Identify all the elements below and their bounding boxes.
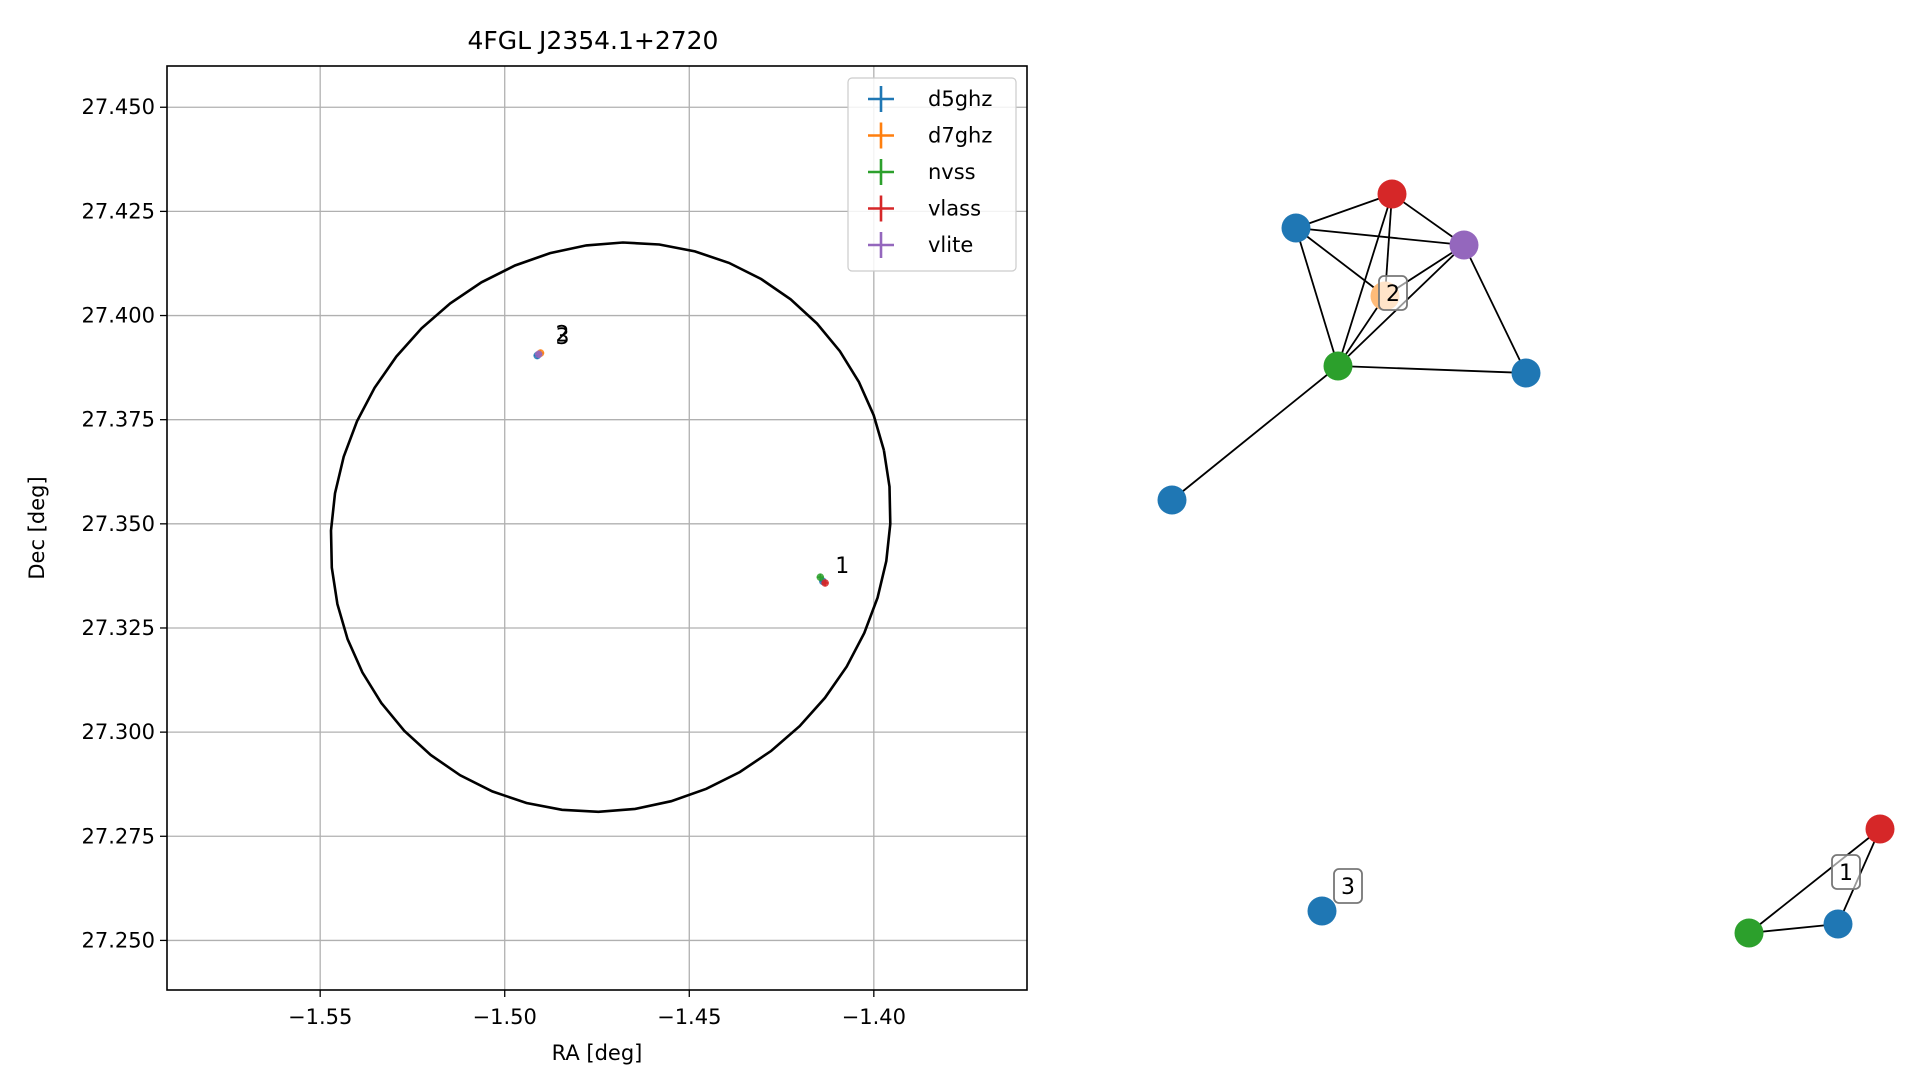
data-point-vlite [534, 350, 543, 359]
scatter-plot: 4FGL J2354.1+2720 123 −1.55 −1.50 −1.45 −1.… [25, 26, 1028, 1065]
graph-group-label: 2 [1386, 282, 1400, 307]
x-tick-label: −1.50 [473, 1005, 537, 1029]
y-tick-label: 27.450 [82, 95, 155, 119]
graph-edge [1295, 227, 1339, 367]
graph-node-d5ghz [1307, 896, 1337, 926]
graph-node-nvss [1323, 351, 1353, 381]
x-tick-label: −1.45 [657, 1005, 721, 1029]
y-tick-label: 27.275 [82, 824, 155, 848]
graph-group-label: 1 [1839, 861, 1853, 886]
graph-node-vlite [1449, 230, 1479, 260]
plot-frame [166, 65, 1028, 991]
y-tick-label: 27.350 [82, 512, 155, 536]
y-tick-label: 27.375 [82, 408, 155, 432]
graph-edges [1171, 193, 1881, 934]
legend: d5ghz d7ghz nvss vlass vlite [847, 77, 1017, 272]
y-tick-label: 27.300 [82, 720, 155, 744]
legend-label: vlite [928, 233, 973, 257]
graph-node-d5ghz [1281, 213, 1311, 243]
graph-group-label-box [1333, 868, 1363, 904]
x-tick-label: −1.40 [842, 1005, 906, 1029]
match-graph: 2 3 1 [1157, 179, 1895, 948]
graph-node-d5ghz [1157, 485, 1187, 515]
y-tick-label: 27.400 [82, 304, 155, 328]
data-point-vlass [821, 579, 829, 587]
point-annotation: 2 [555, 323, 569, 348]
graph-edge [1463, 244, 1527, 374]
graph-edge [1295, 227, 1465, 246]
legend-box [847, 77, 1017, 272]
axis-ticks: −1.55 −1.50 −1.45 −1.40 27.250 27.275 27.300 27… [82, 95, 906, 1029]
graph-group-label: 3 [1341, 875, 1355, 900]
data-point-nvss [816, 573, 825, 581]
data-points [533, 349, 829, 587]
graph-edge [1337, 193, 1393, 367]
x-axis-label: RA [deg] [552, 1041, 643, 1065]
graph-node-nvss [1734, 918, 1764, 948]
chart-title: 4FGL J2354.1+2720 [468, 26, 719, 55]
graph-nodes [1157, 179, 1895, 948]
point-annotations: 1 23 [555, 323, 849, 580]
legend-label: vlass [928, 197, 981, 221]
graph-edge [1171, 365, 1339, 501]
y-tick-label: 27.250 [82, 928, 155, 952]
y-tick-label: 27.425 [82, 199, 155, 223]
x-tick-label: −1.55 [288, 1005, 352, 1029]
point-annotation: 1 [835, 554, 849, 579]
y-axis-label: Dec [deg] [25, 476, 49, 579]
graph-edge [1391, 193, 1465, 246]
legend-label: d5ghz [928, 87, 992, 111]
graph-edge [1748, 923, 1839, 934]
legend-label: nvss [928, 160, 976, 184]
graph-node-d5ghz [1511, 358, 1541, 388]
y-tick-label: 27.325 [82, 616, 155, 640]
graph-node-d5ghz [1823, 909, 1853, 939]
legend-label: d7ghz [928, 124, 992, 148]
graph-group-labels: 2 3 1 [1333, 275, 1861, 904]
localization-ellipse [329, 241, 892, 814]
graph-edge [1295, 227, 1386, 297]
graph-node-vlass [1865, 814, 1895, 844]
graph-edge [1337, 365, 1527, 374]
point-annotation: 3 [555, 325, 569, 350]
graph-group-label-box [1378, 275, 1408, 311]
localization-ellipse-layer [329, 241, 892, 814]
graph-edge [1748, 828, 1881, 934]
graph-node-vlass [1377, 179, 1407, 209]
graph-edge [1295, 193, 1393, 229]
graph-group-label-box [1831, 854, 1861, 890]
